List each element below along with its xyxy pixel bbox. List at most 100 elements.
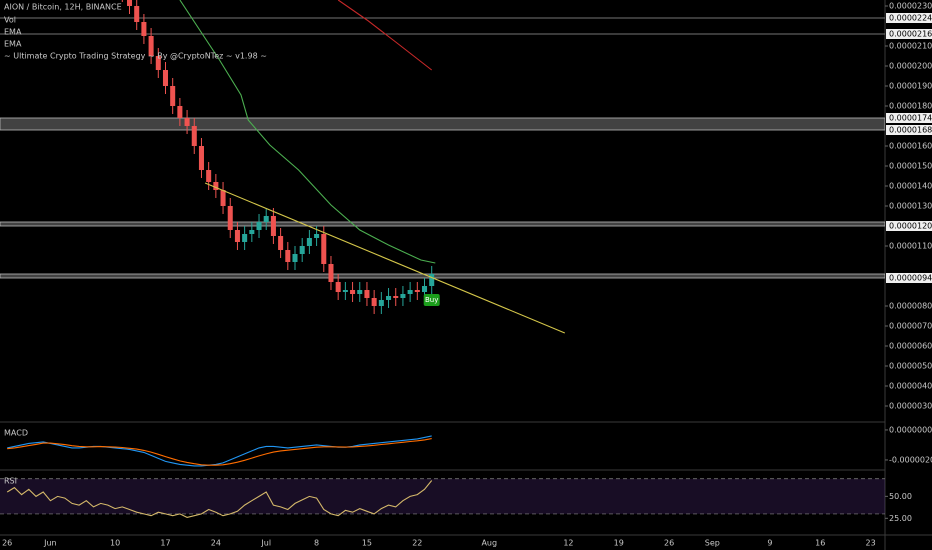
x-tick-label: 8 (314, 539, 319, 548)
legend-item: EMA (4, 28, 22, 37)
candle-body (299, 246, 305, 254)
candle-body (328, 264, 334, 282)
candle-body (220, 190, 226, 206)
candle-body (378, 300, 384, 306)
candle-body (292, 254, 298, 262)
legend-item: EMA (4, 40, 22, 49)
main-pane: Buy (0, 0, 885, 334)
candle-body (350, 290, 356, 294)
candle-body (364, 290, 370, 298)
sr-zone (0, 221, 885, 227)
candle-body (206, 170, 212, 182)
candle-body (357, 290, 363, 294)
candle-body (321, 234, 327, 264)
x-tick-label: 23 (866, 539, 876, 548)
rsi-pane (0, 478, 885, 518)
ema-line (337, 0, 433, 71)
candle-body (126, 0, 133, 6)
ema-line (179, 0, 436, 264)
level-label-box (886, 273, 932, 283)
macd-title: MACD (4, 429, 28, 438)
rsi-title: RSI (4, 477, 17, 486)
signal-box (423, 294, 440, 306)
sr-zone (0, 117, 885, 131)
x-tick-label: Sep (705, 539, 720, 548)
legend-item: Vol (4, 16, 16, 25)
x-tick-label: 26 (2, 539, 12, 548)
signal-label: Buy (425, 296, 438, 304)
x-tick-label: 12 (563, 539, 573, 548)
x-tick-label: 19 (614, 539, 624, 548)
candle-body (407, 290, 413, 294)
level-label-box (886, 29, 932, 39)
candle-body (191, 126, 197, 146)
x-tick-label: 22 (412, 539, 422, 548)
sr-zone (0, 273, 885, 279)
candle-body (162, 70, 169, 86)
x-tick-label: 10 (110, 539, 120, 548)
level-label-box (886, 113, 932, 123)
symbol-title: AION / Bitcoin, 12H, BINANCE (4, 3, 122, 12)
rsi-line (6, 480, 433, 518)
y-tick-label: 50.00 (889, 492, 912, 501)
level-label-box (886, 221, 932, 231)
x-tick-label: 26 (664, 539, 674, 548)
candle-body (213, 182, 219, 190)
y-tick-label: 25.00 (889, 514, 912, 523)
strategy-label: ~ Ultimate Crypto Trading Strategy ~ By … (4, 52, 267, 61)
candle-body (314, 234, 320, 238)
candle-body (421, 286, 428, 292)
candle-body (306, 238, 312, 246)
candle-body (414, 290, 420, 292)
candle-body (242, 234, 248, 242)
level-label: 0.00000940 (889, 274, 932, 283)
level-label-box (886, 125, 932, 135)
candle-body (184, 118, 190, 126)
candle-body (141, 22, 147, 36)
candle-body (134, 6, 140, 22)
y-tick-label: -0.00000200 (889, 455, 932, 464)
candle-body (342, 290, 348, 292)
x-tick-label: Aug (481, 539, 497, 548)
candle-body (371, 298, 377, 306)
macd-line (7, 435, 432, 467)
macd-pane (7, 435, 432, 467)
candle-body (177, 106, 183, 118)
x-tick-label: 24 (211, 539, 221, 548)
macd-line (7, 438, 432, 466)
x-tick-label: 15 (362, 539, 372, 548)
candle-body (335, 282, 341, 292)
candle-body (155, 56, 161, 70)
x-tick-label: 16 (815, 539, 825, 548)
x-tick-label: 9 (767, 539, 772, 548)
candle-body (393, 296, 399, 298)
x-tick-label: Jul (260, 539, 271, 548)
candle-body (400, 294, 406, 298)
candle-body (234, 230, 240, 242)
candle-body (256, 222, 262, 230)
candle-body (278, 236, 284, 250)
candle-body (285, 250, 291, 262)
candle-body (198, 146, 204, 170)
